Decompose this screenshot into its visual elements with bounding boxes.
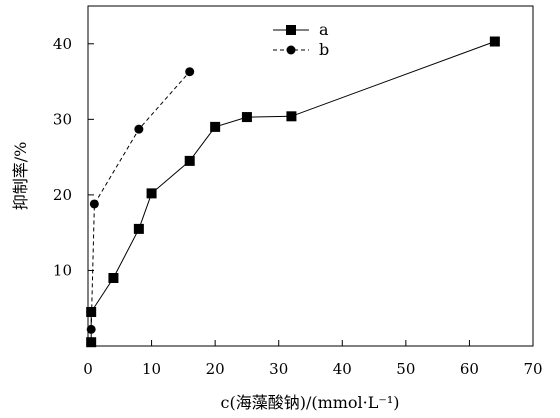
series-a-marker xyxy=(489,36,500,47)
x-tick-label: 20 xyxy=(206,360,225,378)
series-b-marker xyxy=(86,324,96,334)
series-b-marker xyxy=(89,199,99,209)
x-tick-label: 60 xyxy=(460,360,479,378)
y-axis-title: 抑制率/% xyxy=(11,142,30,211)
plot-frame xyxy=(87,5,534,347)
legend-label: a xyxy=(319,20,329,39)
series-a-marker xyxy=(210,121,221,132)
x-tick-label: 70 xyxy=(523,360,542,378)
series-a-marker xyxy=(286,111,297,122)
series-a-marker xyxy=(108,273,119,283)
x-axis-title: c(海藻酸钠)/(mmol·L⁻¹) xyxy=(221,393,400,412)
y-tick-label: 10 xyxy=(53,261,72,279)
series-layer xyxy=(86,36,500,348)
x-tick-label: 0 xyxy=(83,360,93,378)
series-a-line xyxy=(90,41,496,343)
x-tick-label: 30 xyxy=(269,360,288,378)
x-tick-label: 40 xyxy=(333,360,352,378)
legend-label: b xyxy=(319,40,329,59)
series-b xyxy=(86,67,195,334)
series-b-marker xyxy=(134,124,144,134)
legend-item-a: a xyxy=(273,20,329,39)
x-tick-label: 10 xyxy=(142,360,161,378)
series-a-marker xyxy=(133,223,144,234)
y-tick-label: 30 xyxy=(53,110,72,128)
series-a-marker xyxy=(184,155,195,166)
series-a xyxy=(86,36,500,348)
ticks-layer: 0 10 20 30 40 50 60 70 10 20 30 40 xyxy=(53,35,543,378)
legend-marker xyxy=(286,25,296,35)
y-tick-label: 40 xyxy=(53,35,72,53)
series-a-marker xyxy=(86,337,97,348)
series-a-marker xyxy=(146,188,157,199)
legend-item-b: b xyxy=(273,40,329,59)
legend-marker xyxy=(286,45,296,55)
series-b-line xyxy=(90,71,191,330)
series-b-marker xyxy=(185,67,195,77)
series-a-marker xyxy=(241,112,252,123)
x-tick-label: 50 xyxy=(396,360,415,378)
legend: ab xyxy=(273,20,329,59)
y-tick-label: 20 xyxy=(53,186,72,204)
